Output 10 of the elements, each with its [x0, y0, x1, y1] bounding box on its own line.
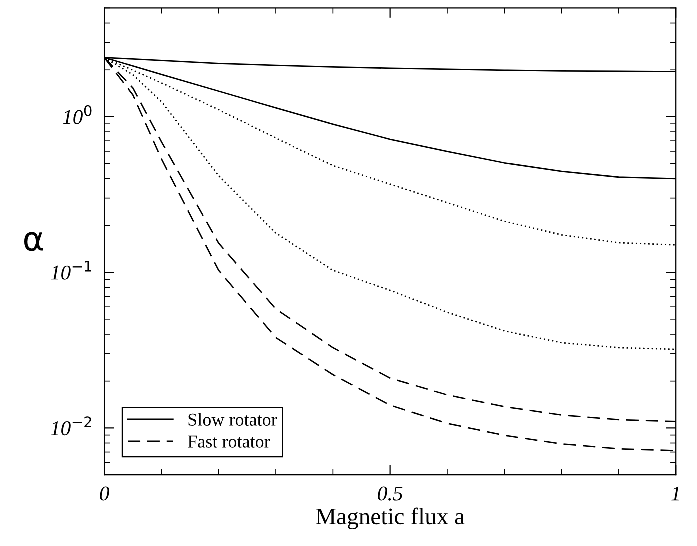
x-tick-label: 0.5	[378, 486, 403, 501]
y-tick-label: 10$^{−2}$	[51, 416, 92, 436]
legend-label: Fast rotator	[188, 436, 270, 448]
y-tick-label: 10$^{−1}$	[51, 261, 92, 280]
y-tick-label: 10$^{0}$	[63, 105, 92, 124]
y-axis-title: α	[24, 232, 44, 252]
x-tick-label: 1	[672, 486, 680, 501]
x-tick-label: 0	[100, 486, 110, 501]
legend-label: Slow rotator	[188, 413, 278, 426]
x-axis-title: Magnetic flux a	[316, 508, 465, 530]
